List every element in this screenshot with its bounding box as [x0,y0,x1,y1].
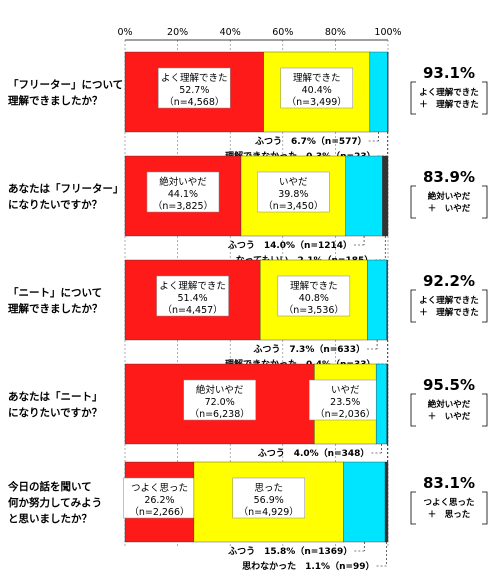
total-description: ＋ 理解できた [419,99,479,110]
data-label: つよく思った [131,483,188,494]
total-description: ＋ 思った [428,509,471,520]
total-percent: 83.9% [423,168,475,186]
note-label: ふつう 7.3%（n=633） [253,344,365,355]
data-label: いやだ [331,385,360,396]
bar-segment [375,363,387,445]
data-label: よく理解できた [161,72,228,84]
data-label: （n=4,568） [164,96,224,108]
question-label: になりたいですか？ [8,407,102,419]
total-percent: 95.5% [423,376,475,394]
bar-segment [384,461,389,543]
bar-segment [386,363,389,445]
data-label: 23.5% [330,397,360,408]
total-percent: 92.2% [423,272,475,290]
data-label: よく理解できた [159,280,226,292]
x-tick-label: 60% [272,27,293,38]
total-description: よく理解できた [419,295,479,306]
total-description: 絶対いやだ [428,399,471,410]
x-tick-label: 20% [167,27,188,38]
bracket-left [410,491,416,525]
data-label: 44.1% [168,189,198,200]
note-label: ふつう 4.0%（n=348） [258,448,370,459]
question-label: 「フリーター」について [8,78,123,91]
bracket-left [410,81,416,115]
data-label: （n=4,929） [239,506,299,518]
bar-segment [369,51,388,133]
data-label-box [280,67,353,109]
data-label-box [309,379,382,421]
x-tick-label: 40% [220,27,241,38]
data-label: （n=3,499） [287,96,347,108]
total-description: ＋ いやだ [428,411,471,422]
question-label: あなたは「フリーター」 [8,182,124,195]
data-label: 51.4% [177,293,207,304]
x-tick-label: 80% [325,27,346,38]
data-label: （n=2,266） [129,506,189,518]
total-percent: 83.1% [423,474,475,492]
data-label: 40.4% [302,85,332,96]
data-label-box [183,379,256,421]
question-label: 「ニート」について [8,286,102,299]
data-label: 52.7% [179,85,209,96]
bar-segment [345,155,383,237]
data-label: （n=2,036） [315,408,375,420]
bracket-right [482,81,488,115]
total-description: ＋ いやだ [428,203,471,214]
x-tick-label: 100% [374,27,401,38]
data-label-box [123,477,196,519]
question-label: になりたいですか？ [8,199,102,211]
data-label: 40.8% [299,293,329,304]
data-label: 理解できた [293,72,341,84]
data-label-box [158,67,231,109]
x-tick-label: 0% [117,27,132,38]
bracket-right [482,491,488,525]
data-label: （n=3,450） [263,200,323,212]
data-label-box [146,171,220,213]
data-label: 72.0% [205,397,235,408]
data-label: （n=3,825） [153,200,213,212]
data-label-box [277,275,351,317]
data-label: 絶対いやだ [196,384,244,396]
note-label: ふつう 15.8%（n=1369） [228,546,352,557]
bracket-left [410,393,416,427]
bracket-left [410,289,416,323]
total-description: つよく思った [423,497,474,508]
data-label: 39.8% [278,189,308,200]
data-label: 絶対いやだ [159,176,207,188]
bracket-right [482,393,488,427]
question-label: あなたは「ニート」 [8,390,103,403]
bracket-left [410,185,416,219]
total-description: 絶対いやだ [428,191,471,202]
total-description: よく理解できた [419,87,479,98]
data-label: （n=4,457） [162,304,222,316]
bar-segment [343,461,386,543]
data-label: 思った [254,483,283,494]
total-percent: 93.1% [423,64,475,82]
bar-segment [386,259,388,341]
note-label: ふつう 6.7%（n=577） [255,136,367,147]
total-description: ＋ 理解できた [419,307,479,318]
data-label-box [232,477,305,519]
question-label: と思いましたか？ [8,513,92,525]
data-label: 理解できた [290,280,338,292]
note-label: ふつう 14.0%（n=1214） [228,240,352,251]
data-label: （n=6,238） [190,408,250,420]
data-label: 26.2% [144,495,174,506]
note-label: 思わなかった 1.1%（n=99） [242,561,374,572]
bar-segment [387,51,389,133]
data-label: いやだ [279,177,308,188]
question-label: 理解できましたか？ [8,302,103,315]
data-label-box [156,275,229,317]
bracket-right [482,185,488,219]
data-label: 56.9% [254,495,284,506]
bracket-right [482,289,488,323]
bar-segment [382,155,389,237]
bar-segment [367,259,387,341]
data-label-box [257,171,330,213]
question-label: 何か努力してみよう [8,496,102,509]
question-label: 理解できましたか？ [8,94,103,107]
question-label: 今日の話を聞いて [7,480,92,493]
data-label: （n=3,536） [284,304,344,316]
